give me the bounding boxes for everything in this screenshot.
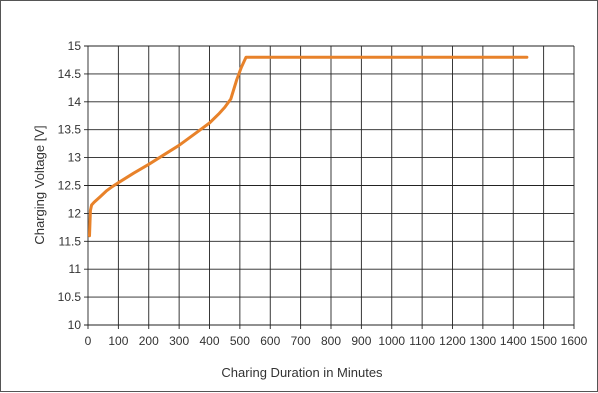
x-tick-label: 700 xyxy=(291,334,311,348)
x-tick-label: 500 xyxy=(230,334,250,348)
x-tick-label: 800 xyxy=(321,334,341,348)
x-tick-label: 0 xyxy=(85,334,92,348)
x-tick-label: 400 xyxy=(199,334,219,348)
x-tick-label: 600 xyxy=(260,334,280,348)
y-tick-label: 12 xyxy=(68,206,82,220)
y-tick-label: 10 xyxy=(68,318,82,332)
x-tick-label: 200 xyxy=(139,334,159,348)
y-tick-label: 14.5 xyxy=(58,67,82,81)
y-tick-label: 11.5 xyxy=(59,234,82,248)
x-tick-label: 1500 xyxy=(530,334,557,348)
x-tick-label: 1600 xyxy=(561,334,588,348)
x-tick-label: 1200 xyxy=(439,334,466,348)
grid xyxy=(84,45,575,329)
x-tick-label: 1000 xyxy=(378,334,405,348)
x-axis-label: Charing Duration in Minutes xyxy=(221,365,383,380)
x-tick-label: 1100 xyxy=(409,334,435,348)
x-axis-ticks: 0 100 200 300 400 500 600 700 800 900 1000 1100 1200… xyxy=(85,334,588,348)
y-tick-label: 15 xyxy=(68,39,82,53)
y-tick-label: 11 xyxy=(69,262,82,276)
y-axis-label: Charging Voltage [V] xyxy=(32,125,47,244)
x-tick-label: 900 xyxy=(351,334,371,348)
y-axis-ticks: 10 10.5 11 11.5 12 12.5 13 13.5 14 14.5 15 xyxy=(58,39,82,332)
x-tick-label: 300 xyxy=(169,334,189,348)
y-tick-label: 13.5 xyxy=(58,123,82,137)
y-tick-label: 14 xyxy=(68,95,82,109)
charging-voltage-line xyxy=(88,55,529,238)
x-tick-label: 100 xyxy=(108,334,128,348)
y-tick-label: 12.5 xyxy=(58,179,82,193)
y-tick-label: 13 xyxy=(68,151,82,165)
x-tick-label: 1300 xyxy=(470,334,497,348)
x-tick-label: 1400 xyxy=(500,334,527,348)
y-tick-label: 10.5 xyxy=(58,290,82,304)
